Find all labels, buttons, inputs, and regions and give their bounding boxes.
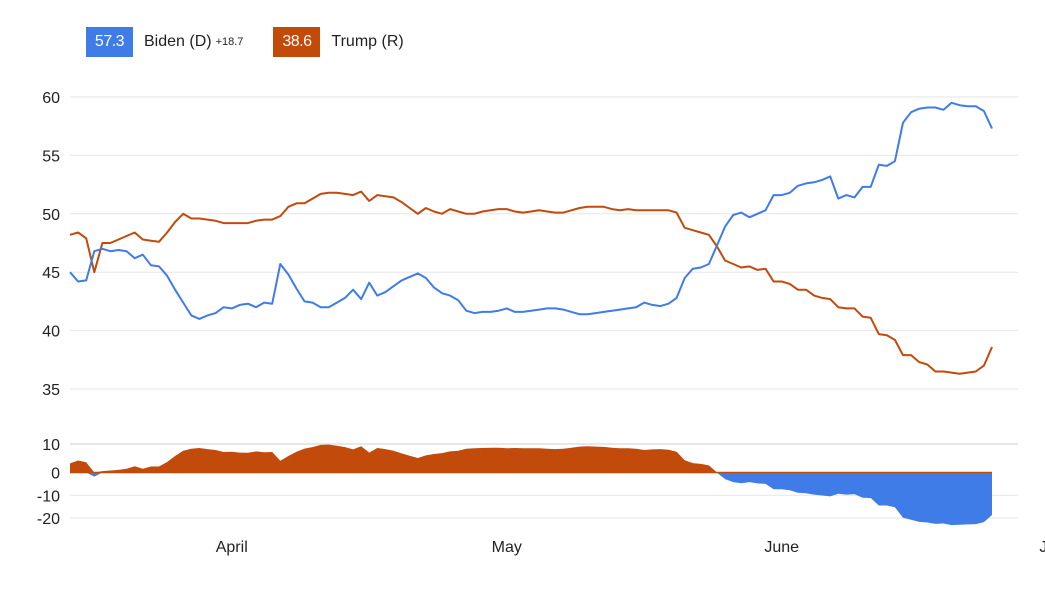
y-tick-label: 60 bbox=[42, 90, 60, 107]
legend-item-trump[interactable]: 38.6 Trump (R) bbox=[273, 27, 404, 57]
x-tick-label: May bbox=[492, 539, 522, 556]
x-tick-label: June bbox=[764, 539, 799, 556]
trump-label: Trump (R) bbox=[331, 33, 404, 50]
y-tick-label: 35 bbox=[42, 382, 60, 399]
margin-y-tick-label: -10 bbox=[37, 488, 60, 505]
margin-y-tick-label: 0 bbox=[51, 466, 60, 483]
y-tick-label: 55 bbox=[42, 148, 60, 165]
biden-margin-area bbox=[70, 472, 992, 526]
x-tick-label: June bbox=[1039, 539, 1045, 556]
x-tick-label: April bbox=[216, 539, 248, 556]
legend-item-biden[interactable]: 57.3 Biden (D) +18.7 bbox=[86, 27, 243, 57]
trump-line bbox=[69, 190, 993, 375]
y-tick-label: 40 bbox=[42, 324, 60, 341]
biden-value-badge: 57.3 bbox=[86, 27, 133, 57]
biden-margin: +18.7 bbox=[215, 36, 244, 48]
biden-label: Biden (D) bbox=[144, 33, 212, 50]
biden-line bbox=[69, 101, 993, 320]
trump-value-badge: 38.6 bbox=[273, 27, 321, 57]
trump-margin-area bbox=[70, 444, 992, 473]
y-tick-label: 45 bbox=[42, 265, 60, 282]
y-tick-label: 50 bbox=[42, 207, 60, 224]
margin-y-tick-label: 10 bbox=[42, 437, 60, 454]
margin-y-tick-label: -20 bbox=[37, 511, 60, 528]
legend: 57.3 Biden (D) +18.7 38.6 Trump (R) bbox=[86, 27, 434, 57]
